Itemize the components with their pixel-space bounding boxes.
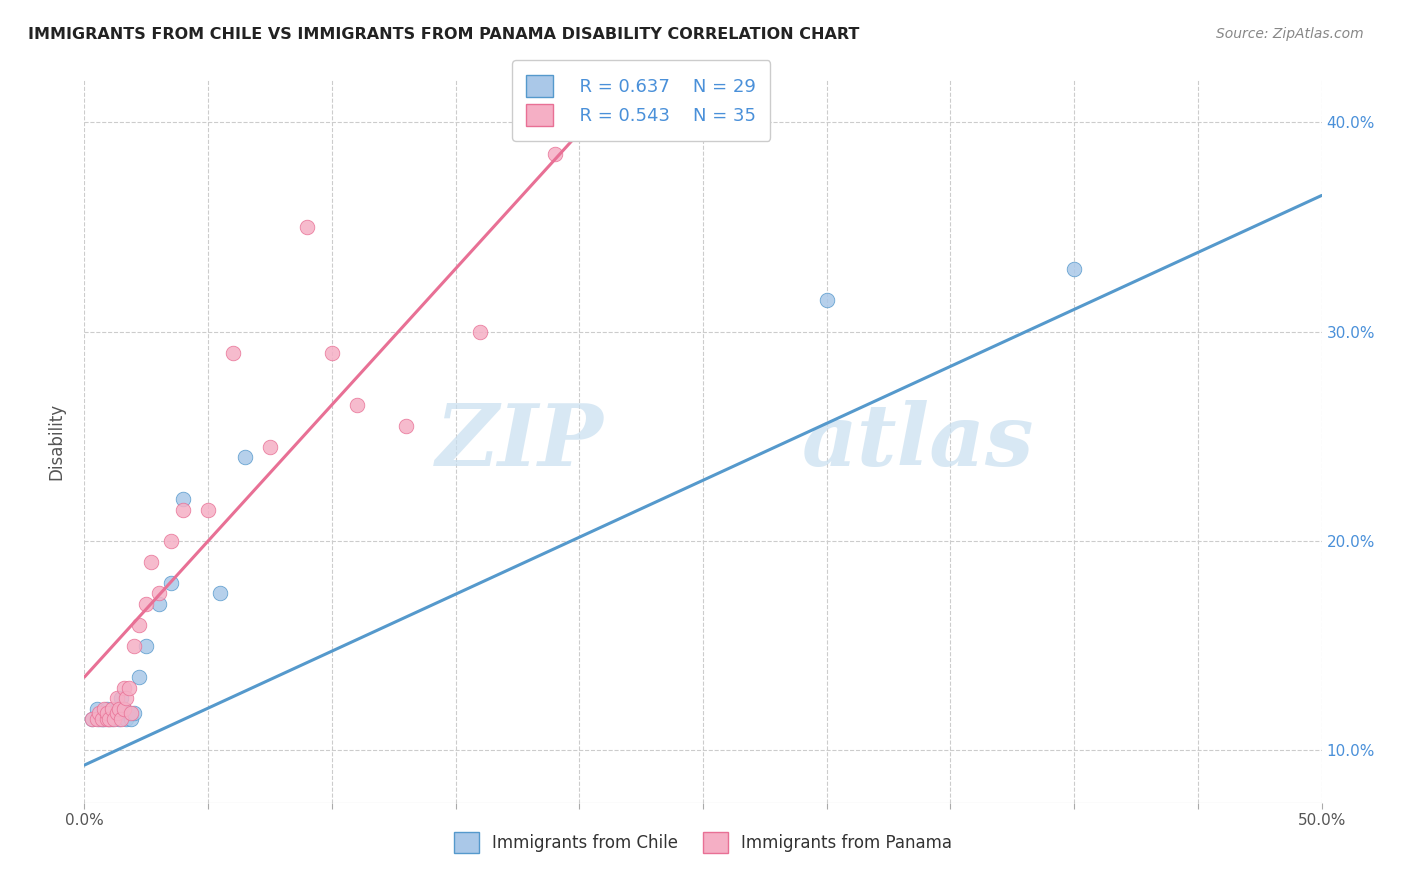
Point — [103, 712, 125, 726]
Point — [98, 706, 121, 720]
Point — [103, 706, 125, 720]
Legend: Immigrants from Chile, Immigrants from Panama: Immigrants from Chile, Immigrants from P… — [447, 826, 959, 860]
Point — [115, 712, 138, 726]
Point — [100, 701, 122, 715]
Point — [118, 681, 141, 695]
Point — [470, 325, 492, 339]
Point — [110, 712, 132, 726]
Point — [110, 706, 132, 720]
Point — [128, 617, 150, 632]
Point — [108, 701, 131, 715]
Point — [172, 492, 194, 507]
Point — [122, 706, 145, 720]
Point — [120, 712, 142, 726]
Point — [90, 712, 112, 726]
Point — [96, 712, 118, 726]
Point — [222, 345, 245, 359]
Point — [135, 639, 157, 653]
Point — [128, 670, 150, 684]
Point — [148, 586, 170, 600]
Point — [815, 293, 838, 308]
Point — [259, 440, 281, 454]
Point — [80, 712, 103, 726]
Point — [115, 691, 138, 706]
Point — [112, 701, 135, 715]
Point — [80, 712, 103, 726]
Point — [93, 701, 115, 715]
Point — [118, 706, 141, 720]
Point — [108, 712, 131, 726]
Point — [86, 701, 108, 715]
Point — [197, 502, 219, 516]
Point — [160, 575, 183, 590]
Point — [209, 586, 232, 600]
Point — [100, 712, 122, 726]
Text: Source: ZipAtlas.com: Source: ZipAtlas.com — [1216, 27, 1364, 41]
Point — [346, 398, 368, 412]
Point — [93, 706, 115, 720]
Point — [98, 712, 121, 726]
Point — [105, 701, 128, 715]
Point — [395, 418, 418, 433]
Point — [233, 450, 256, 465]
Point — [112, 681, 135, 695]
Point — [96, 701, 118, 715]
Text: atlas: atlas — [801, 400, 1035, 483]
Point — [122, 639, 145, 653]
Point — [93, 712, 115, 726]
Point — [1063, 261, 1085, 276]
Point — [160, 534, 183, 549]
Point — [110, 691, 132, 706]
Point — [295, 219, 318, 234]
Point — [105, 691, 128, 706]
Point — [135, 597, 157, 611]
Point — [543, 146, 565, 161]
Y-axis label: Disability: Disability — [48, 403, 66, 480]
Point — [141, 555, 163, 569]
Point — [89, 706, 111, 720]
Text: IMMIGRANTS FROM CHILE VS IMMIGRANTS FROM PANAMA DISABILITY CORRELATION CHART: IMMIGRANTS FROM CHILE VS IMMIGRANTS FROM… — [28, 27, 859, 42]
Point — [120, 706, 142, 720]
Point — [105, 706, 128, 720]
Text: ZIP: ZIP — [436, 400, 605, 483]
Point — [90, 712, 112, 726]
Point — [98, 712, 121, 726]
Point — [112, 701, 135, 715]
Point — [96, 706, 118, 720]
Point — [321, 345, 343, 359]
Point — [172, 502, 194, 516]
Point — [89, 712, 111, 726]
Point — [86, 712, 108, 726]
Point — [148, 597, 170, 611]
